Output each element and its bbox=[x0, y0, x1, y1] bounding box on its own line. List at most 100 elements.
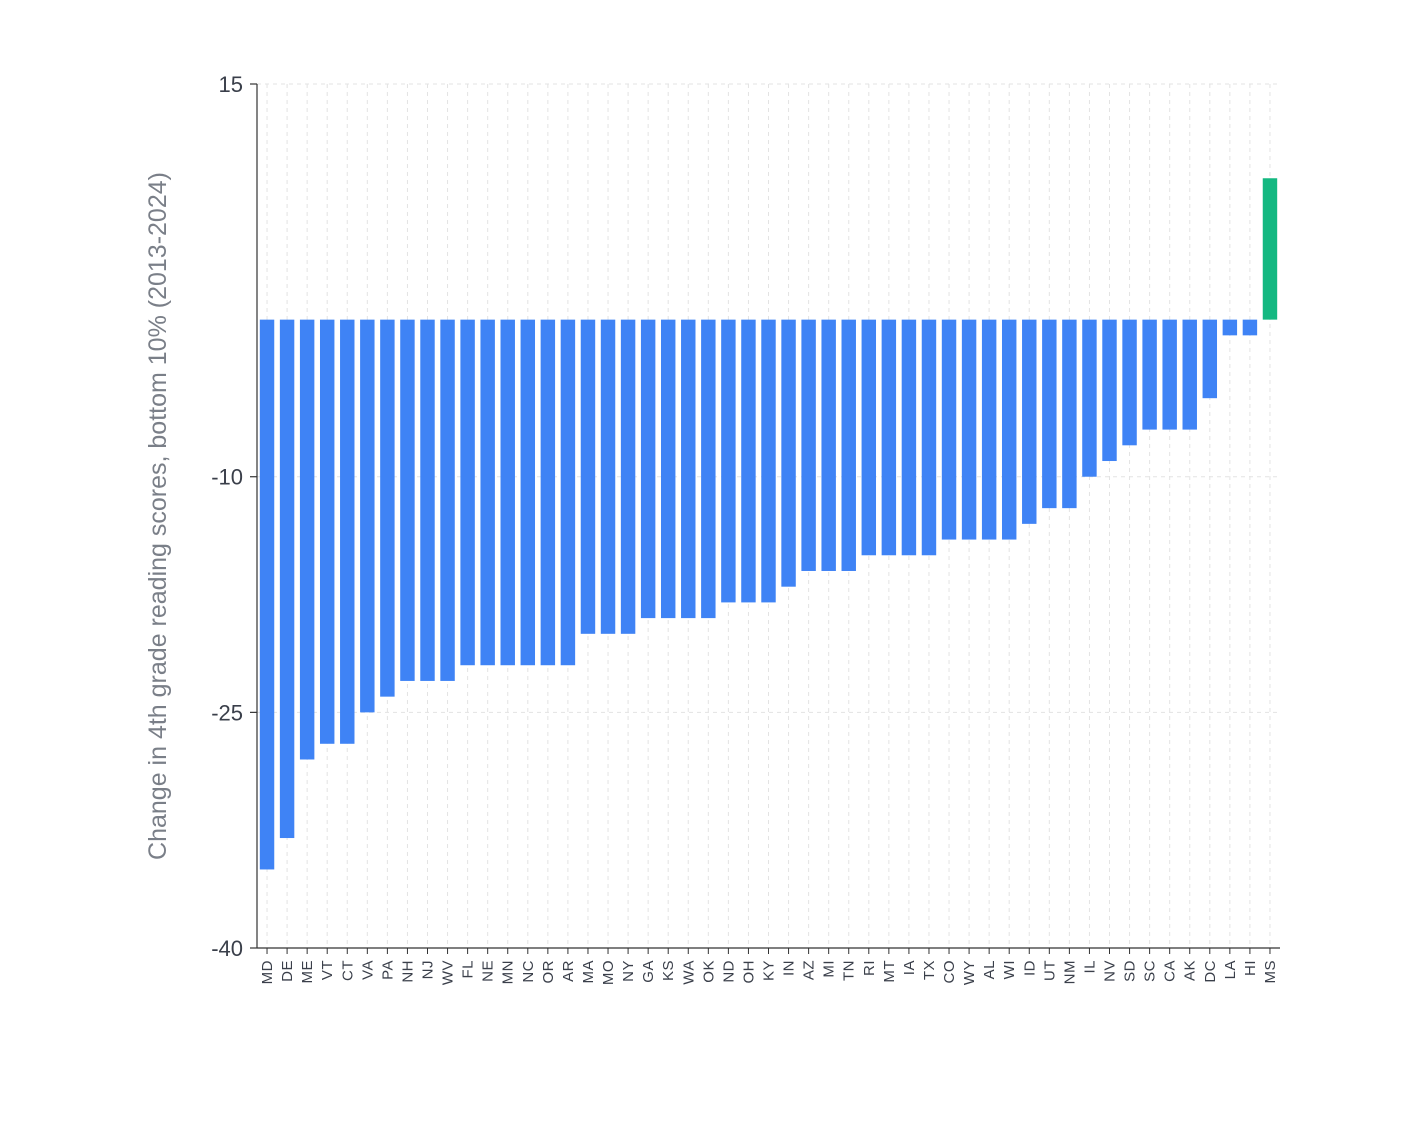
bar-la bbox=[1222, 319, 1238, 336]
y-tick-label: -40 bbox=[211, 936, 243, 961]
x-tick-label: OH bbox=[740, 960, 757, 984]
bars bbox=[259, 178, 1278, 870]
x-tick-label: TN bbox=[841, 960, 858, 981]
bar-or bbox=[540, 319, 556, 666]
bar-oh bbox=[741, 319, 756, 603]
x-tick-label: NM bbox=[1061, 960, 1078, 984]
bar-mo bbox=[600, 319, 616, 634]
x-tick-label: HI bbox=[1242, 960, 1259, 976]
x-tick-label: IN bbox=[781, 960, 798, 976]
x-tick-label: WI bbox=[1001, 960, 1018, 979]
bar-tx bbox=[921, 319, 937, 556]
bar-wi bbox=[1001, 319, 1017, 540]
bar-dc bbox=[1202, 319, 1218, 399]
x-tick-label: OK bbox=[700, 960, 717, 983]
bar-mn bbox=[500, 319, 515, 666]
x-tick-label: MO bbox=[600, 960, 617, 985]
x-tick-label: NJ bbox=[420, 960, 437, 979]
bar-ga bbox=[640, 319, 656, 619]
bar-ny bbox=[620, 319, 636, 634]
x-tick-label: VA bbox=[359, 960, 376, 980]
x-tick-label: AR bbox=[560, 960, 577, 982]
x-tick-label: WY bbox=[961, 960, 978, 985]
x-tick-label: WV bbox=[440, 960, 457, 985]
bar-id bbox=[1022, 319, 1037, 524]
x-tick-label: SC bbox=[1142, 960, 1159, 982]
x-tick-label: IA bbox=[901, 960, 918, 975]
x-tick-label: ND bbox=[720, 960, 737, 983]
x-tick-label: ME bbox=[299, 960, 316, 984]
x-tick-label: FL bbox=[460, 960, 477, 979]
y-tick-labels: 15 -10 -25 -40 bbox=[211, 72, 243, 961]
bar-sd bbox=[1122, 319, 1137, 446]
x-tick-label: DC bbox=[1202, 960, 1219, 983]
x-tick-label: GA bbox=[640, 960, 657, 983]
bar-me bbox=[299, 319, 315, 760]
bar-nc bbox=[520, 319, 536, 666]
y-axis-label: Change in 4th grade reading scores, bott… bbox=[144, 172, 172, 860]
bar-ks bbox=[660, 319, 676, 619]
x-tick-label: MA bbox=[580, 960, 597, 984]
bar-pa bbox=[380, 319, 395, 697]
bar-ky bbox=[761, 319, 776, 603]
x-tick-label: CA bbox=[1162, 960, 1179, 982]
y-tick-label: -10 bbox=[211, 465, 243, 490]
bar-nm bbox=[1062, 319, 1077, 509]
bar-mt bbox=[881, 319, 897, 556]
bar-ms bbox=[1262, 178, 1278, 320]
bar-wy bbox=[961, 319, 977, 540]
bar-ca bbox=[1162, 319, 1177, 430]
x-tick-label: RI bbox=[861, 960, 878, 976]
bar-ak bbox=[1182, 319, 1197, 430]
x-tick-label: UT bbox=[1041, 960, 1058, 981]
bar-nj bbox=[420, 319, 435, 681]
bar-de bbox=[279, 319, 295, 839]
x-tick-label: IL bbox=[1081, 960, 1098, 974]
x-tick-label: MS bbox=[1262, 960, 1279, 984]
x-tick-label: TX bbox=[921, 960, 938, 980]
x-tick-label: SD bbox=[1122, 960, 1139, 982]
x-tick-label: KS bbox=[660, 960, 677, 981]
x-tick-label: NE bbox=[480, 960, 497, 982]
bar-nv bbox=[1102, 319, 1117, 462]
bar-il bbox=[1082, 319, 1097, 477]
bar-sc bbox=[1142, 319, 1157, 430]
bar-tn bbox=[841, 319, 856, 571]
x-tick-label: ID bbox=[1021, 960, 1038, 976]
bar-ne bbox=[480, 319, 495, 666]
bar-ma bbox=[580, 319, 596, 634]
bar-ar bbox=[560, 319, 576, 666]
x-tick-label: WA bbox=[680, 960, 697, 985]
bar-al bbox=[981, 319, 997, 540]
x-tick-labels: MD DE ME VT CT VA PA NH NJ WV FL NE MN NC OR AR MA MO NY GA… bbox=[259, 960, 1279, 985]
x-tick-label: LA bbox=[1222, 960, 1239, 979]
bar-mi bbox=[821, 319, 836, 571]
bar-va bbox=[360, 319, 375, 713]
x-tick-label: MD bbox=[259, 960, 276, 984]
x-tick-label: NY bbox=[620, 960, 637, 982]
x-tick-label: KY bbox=[761, 960, 778, 981]
x-tick-label: PA bbox=[379, 960, 396, 980]
x-tick-label: NH bbox=[399, 960, 416, 983]
bar-in bbox=[781, 319, 796, 587]
x-tick-label: MT bbox=[881, 960, 898, 983]
bar-ia bbox=[901, 319, 917, 556]
bar-ct bbox=[340, 319, 355, 744]
bar-ri bbox=[861, 319, 877, 556]
x-tick-label: MI bbox=[821, 960, 838, 978]
bar-ut bbox=[1042, 319, 1057, 509]
x-tick-label: AK bbox=[1182, 960, 1199, 981]
y-tick-label: 15 bbox=[219, 72, 243, 97]
bar-md bbox=[259, 319, 275, 870]
bar-wa bbox=[681, 319, 696, 619]
bar-vt bbox=[319, 319, 335, 744]
x-tick-label: AZ bbox=[801, 960, 818, 980]
bar-nd bbox=[721, 319, 736, 603]
bar-hi bbox=[1242, 319, 1258, 336]
bar-az bbox=[801, 319, 816, 571]
x-tick-label: DE bbox=[279, 960, 296, 982]
x-tick-label: NC bbox=[520, 960, 537, 983]
x-tick-label: VT bbox=[319, 960, 336, 980]
x-tick-label: CO bbox=[941, 960, 958, 984]
